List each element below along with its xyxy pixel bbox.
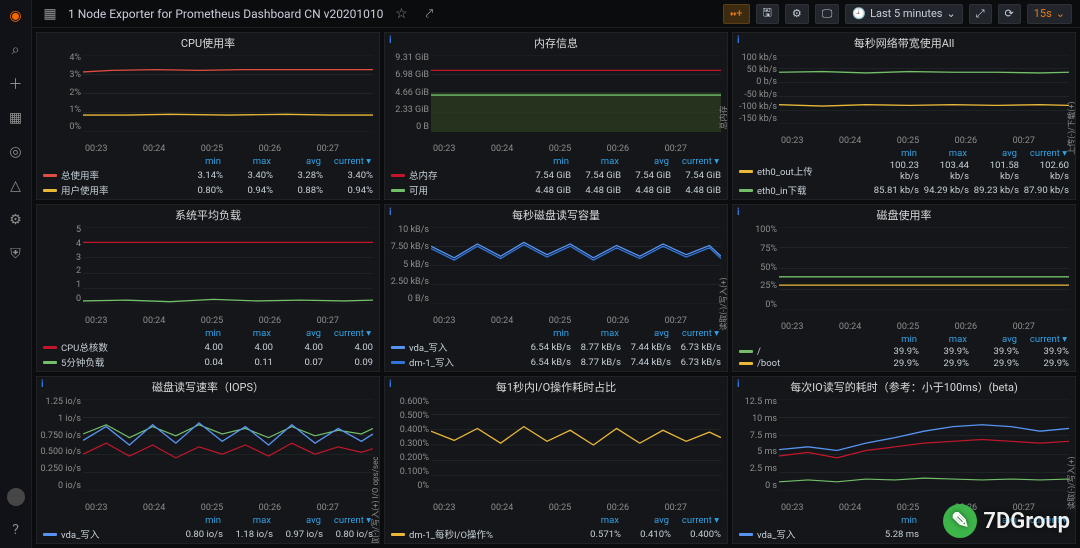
legend: maxavgcurrent ▾ dm-1_每秒I/O操作% 0.571%0.41…: [385, 513, 727, 543]
settings-button[interactable]: ⚙: [785, 4, 809, 24]
panel-grid: CPU使用率 4%3%2%1%0% 00:2300:2400:2500:2600…: [32, 28, 1080, 548]
chart-area: 12.5 ms10 ms7.5 ms5 ms2.5 ms0 s 读取(-)/写入…: [733, 397, 1075, 505]
info-icon[interactable]: i: [41, 379, 44, 390]
admin-icon[interactable]: ⛨: [6, 244, 26, 264]
panel-mem[interactable]: i 内存信息 9.31 GiB6.98 GiB4.66 GiB2.33 GiB0…: [384, 32, 728, 200]
dashboard-icon[interactable]: ▦: [40, 4, 60, 24]
chart-area: 0.600%0.500%0.400%0.300%0.200%0.100%0%: [385, 397, 727, 505]
legend-row[interactable]: 5分钟负载 0.040.110.070.09: [43, 354, 373, 369]
info-icon[interactable]: i: [389, 207, 392, 218]
chart-area: 9.31 GiB6.98 GiB4.66 GiB2.33 GiB0 B 总内存: [385, 53, 727, 146]
legend-row[interactable]: dm-1_每秒I/O操作% 0.571%0.410%0.400%: [391, 526, 721, 541]
legend-row[interactable]: dm-1_写入 6.54 kB/s8.77 kB/s7.44 kB/s6.73 …: [391, 354, 721, 369]
legend-row[interactable]: / 39.9%39.9%39.9%39.9%: [739, 345, 1069, 357]
share-icon[interactable]: ⤤: [419, 4, 439, 24]
legend: minmaxavgcurrent ▾ 总内存 7.54 GiB7.54 GiB7…: [385, 154, 727, 199]
topbar: ▦ 1 Node Exporter for Prometheus Dashboa…: [32, 0, 1080, 28]
legend: minmaxavgcurrent ▾ eth0_out上传 100.23 kb/…: [733, 146, 1075, 199]
legend: minmaxavgcurrent ▾ vda_写入 6.54 kB/s8.77 …: [385, 326, 727, 371]
panel-title: 每秒网络带宽使用All: [733, 33, 1075, 53]
add-icon[interactable]: ＋: [6, 74, 26, 94]
panel-title: 每次IO读写的耗时（参考：小于100ms）(beta): [733, 377, 1075, 397]
chart-area: 100%75%50%25%0%: [733, 225, 1075, 324]
legend: minmaxavgcurrent ▾ / 39.9%39.9%39.9%39.9…: [733, 332, 1075, 371]
legend-row[interactable]: CPU总核数 4.004.004.004.00: [43, 339, 373, 354]
panel-cpu[interactable]: CPU使用率 4%3%2%1%0% 00:2300:2400:2500:2600…: [36, 32, 380, 200]
alerting-icon[interactable]: △: [6, 176, 26, 196]
info-icon[interactable]: i: [389, 35, 392, 46]
legend-row[interactable]: 总使用率 3.14%3.40%3.28%3.40%: [43, 167, 373, 182]
panel-title: 磁盘使用率: [733, 205, 1075, 225]
dashboards-icon[interactable]: ▦: [6, 108, 26, 128]
info-icon[interactable]: i: [737, 35, 740, 46]
chart-area: 100 kb/s50 kb/s0 b/s-50 kb/s-100 kb/s-15…: [733, 53, 1075, 138]
dashboard-title: 1 Node Exporter for Prometheus Dashboard…: [68, 7, 383, 21]
chart-area: 4%3%2%1%0%: [37, 53, 379, 146]
refresh-interval-picker[interactable]: 15s ⌄: [1027, 4, 1072, 24]
explore-icon[interactable]: ◎: [6, 142, 26, 162]
info-icon[interactable]: i: [737, 379, 740, 390]
grafana-logo-icon[interactable]: ◉: [6, 6, 26, 26]
user-avatar-icon[interactable]: [7, 488, 25, 506]
legend-row[interactable]: eth0_out上传 100.23 kb/s103.44 kb/s101.58 …: [739, 159, 1069, 182]
tv-mode-button[interactable]: 🖵: [815, 4, 840, 24]
legend: minmaxavgcurrent ▾ 总使用率 3.14%3.40%3.28%3…: [37, 154, 379, 199]
panel-title: 系统平均负载: [37, 205, 379, 225]
legend-row[interactable]: 用户使用率 0.80%0.94%0.88%0.94%: [43, 182, 373, 197]
add-panel-button[interactable]: ⬪⬪+: [723, 4, 749, 24]
search-icon[interactable]: ⌕: [6, 40, 26, 60]
refresh-button[interactable]: ⟳: [998, 4, 1021, 24]
panel-diskrw[interactable]: i 每秒磁盘读写容量 10 kB/s7.50 kB/s5 kB/s2.50 kB…: [384, 204, 728, 372]
chart-area: 10 kB/s7.50 kB/s5 kB/s2.50 kB/s0 B/s 读取(…: [385, 225, 727, 318]
legend: minmaxavgcurrent ▾ vda_写入 0.80 io/s1.18 …: [37, 513, 379, 543]
panel-load[interactable]: 系统平均负载 543210 00:2300:2400:2500:2600:27 …: [36, 204, 380, 372]
legend-row[interactable]: vda_写入 0.80 io/s1.18 io/s0.97 io/s0.80 i…: [43, 526, 373, 541]
info-icon[interactable]: i: [737, 207, 740, 218]
chart-area: 543210: [37, 225, 379, 318]
panel-iolat[interactable]: i 每次IO读写的耗时（参考：小于100ms）(beta) 12.5 ms10 …: [732, 376, 1076, 544]
panel-iops[interactable]: i 磁盘读写速率（IOPS） 1.25 io/s1 io/s0.750 io/s…: [36, 376, 380, 544]
legend-row[interactable]: 可用 4.48 GiB4.48 GiB4.48 GiB4.48 GiB: [391, 182, 721, 197]
panel-title: 磁盘读写速率（IOPS）: [37, 377, 379, 397]
legend-row[interactable]: vda_写入 6.54 kB/s8.77 kB/s7.44 kB/s6.73 k…: [391, 339, 721, 354]
info-icon[interactable]: i: [389, 379, 392, 390]
legend-row[interactable]: eth0_in下载 85.81 kb/s94.29 kb/s89.23 kb/s…: [739, 182, 1069, 197]
panel-title: 内存信息: [385, 33, 727, 53]
legend: minmaxavgcurrent ▾ CPU总核数 4.004.004.004.…: [37, 326, 379, 371]
legend: minmaxavgcurrent ▾ vda_写入 5.28 ms: [733, 513, 1075, 543]
panel-title: 每秒磁盘读写容量: [385, 205, 727, 225]
legend-row[interactable]: /boot 29.9%29.9%29.9%29.9%: [739, 357, 1069, 369]
panel-net[interactable]: i 每秒网络带宽使用All 100 kb/s50 kb/s0 b/s-50 kb…: [732, 32, 1076, 200]
time-range-picker[interactable]: 🕘 Last 5 minutes ⌄: [845, 4, 962, 24]
legend-row[interactable]: 总内存 7.54 GiB7.54 GiB7.54 GiB7.54 GiB: [391, 167, 721, 182]
chart-area: 1.25 io/s1 io/s0.750 io/s0.500 io/s0.250…: [37, 397, 379, 505]
panel-iotime[interactable]: i 每1秒内I/O操作耗时占比 0.600%0.500%0.400%0.300%…: [384, 376, 728, 544]
star-icon[interactable]: ☆: [391, 4, 411, 24]
main: ▦ 1 Node Exporter for Prometheus Dashboa…: [32, 0, 1080, 548]
help-icon[interactable]: ?: [6, 520, 26, 540]
panel-diskuse[interactable]: i 磁盘使用率 100%75%50%25%0% 00:2300:2400:250…: [732, 204, 1076, 372]
configuration-icon[interactable]: ⚙: [6, 210, 26, 230]
save-button[interactable]: 🖫: [756, 4, 779, 24]
panel-title: 每1秒内I/O操作耗时占比: [385, 377, 727, 397]
zoom-out-button[interactable]: ⤢: [969, 4, 992, 24]
legend-row[interactable]: vda_写入 5.28 ms: [739, 526, 1069, 541]
sidebar: ◉ ⌕ ＋ ▦ ◎ △ ⚙ ⛨ ?: [0, 0, 32, 548]
panel-title: CPU使用率: [37, 33, 379, 53]
